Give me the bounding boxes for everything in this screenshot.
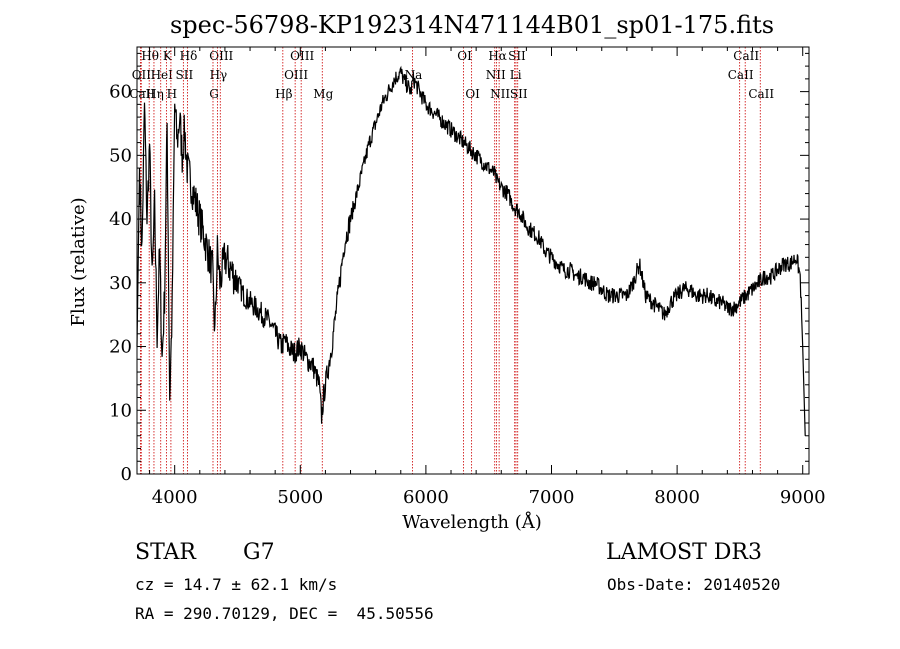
line-marker-label-4: K xyxy=(163,49,173,63)
coordinates: RA = 290.70129, DEC = 45.50556 xyxy=(135,604,434,623)
survey-name: LAMOST DR3 xyxy=(606,540,762,565)
line-marker-label-24: SII xyxy=(510,87,528,101)
line-marker-label-15: Mg xyxy=(313,87,333,101)
axis-ticks: 4000 5000 6000 7000 8000 9000 0 10 20 30 40 50 60 xyxy=(109,47,826,508)
x-tick-label-1: 5000 xyxy=(277,487,323,508)
line-marker-label-26: CaII xyxy=(728,68,754,82)
line-marker-label-0: Hθ xyxy=(141,49,159,63)
y-axis-label: Flux (relative) xyxy=(68,197,89,326)
line-marker-label-12: Hβ xyxy=(275,87,292,101)
line-marker-label-6: H xyxy=(167,87,177,101)
line-marker-label-14: OIII xyxy=(284,68,308,82)
x-tick-label-5: 9000 xyxy=(780,487,826,508)
line-marker-label-8: SII xyxy=(175,68,193,82)
y-tick-label-6: 60 xyxy=(109,82,132,103)
x-tick-label-0: 4000 xyxy=(152,487,198,508)
y-tick-label-2: 20 xyxy=(109,337,132,358)
spectrum-series-line xyxy=(136,65,806,436)
y-tick-label-4: 40 xyxy=(109,209,132,230)
plot-frame xyxy=(136,46,810,475)
line-marker-label-9: OIII xyxy=(209,49,233,63)
line-marker-label-10: Hγ xyxy=(210,68,228,82)
line-marker-label-5: HeI xyxy=(151,68,174,82)
object-subclass: G7 xyxy=(243,540,275,565)
observation-date: Obs-Date: 20140520 xyxy=(607,575,781,594)
line-marker-label-13: OIII xyxy=(290,49,314,63)
line-marker-label-25: CaII xyxy=(733,49,759,63)
line-marker-label-3: Hη xyxy=(146,87,164,101)
object-class: STAR xyxy=(135,540,196,565)
redshift-info: cz = 14.7 ± 62.1 km/s xyxy=(135,575,338,594)
x-tick-label-2: 6000 xyxy=(403,487,449,508)
x-tick-label-3: 7000 xyxy=(529,487,575,508)
line-marker-label-27: CaII xyxy=(748,87,774,101)
line-marker-label-20: NII xyxy=(486,68,506,82)
y-tick-label-0: 0 xyxy=(121,464,132,485)
line-marker-label-2: CaII xyxy=(129,87,155,101)
line-marker-label-18: OI xyxy=(465,87,480,101)
line-marker-label-23: Li xyxy=(510,68,522,82)
line-marker-label-17: OI xyxy=(457,49,472,63)
line-marker-label-22: SII xyxy=(508,49,526,63)
y-tick-label-5: 50 xyxy=(109,145,132,166)
y-tick-label-1: 10 xyxy=(109,400,132,421)
line-marker-label-11: G xyxy=(209,87,219,101)
chart-title: spec-56798-KP192314N471144B01_sp01-175.f… xyxy=(170,11,774,39)
x-axis-label: Wavelength (Å) xyxy=(402,511,542,533)
line-marker-label-21: NII xyxy=(490,87,510,101)
y-tick-label-3: 30 xyxy=(109,273,132,294)
x-tick-label-4: 8000 xyxy=(654,487,700,508)
line-marker-label-7: Hδ xyxy=(180,49,198,63)
line-marker-label-19: Hα xyxy=(488,49,507,63)
